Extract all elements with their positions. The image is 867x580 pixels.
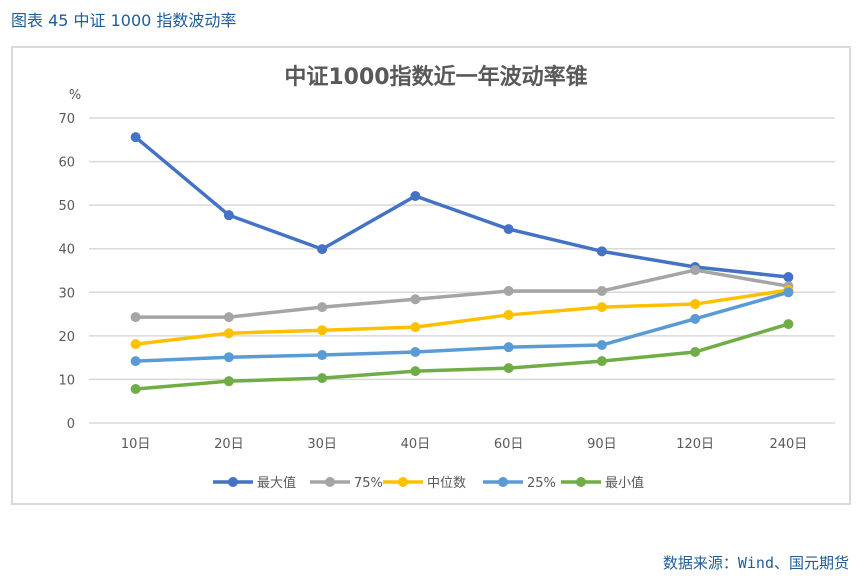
y-tick-label: 30 (58, 286, 75, 301)
data-point (596, 285, 607, 296)
data-point (503, 342, 514, 353)
series-中位数 (130, 285, 794, 350)
y-tick-label: 0 (67, 417, 75, 432)
data-point (317, 302, 328, 313)
series-line (135, 268, 789, 319)
data-point (317, 325, 328, 336)
y-tick-label: 10 (58, 373, 75, 388)
data-point (130, 132, 141, 143)
data-point (690, 265, 701, 276)
data-point (503, 363, 514, 374)
data-point (596, 340, 607, 351)
data-point (783, 272, 794, 283)
legend-marker (228, 477, 238, 487)
data-point (223, 376, 234, 387)
x-tick-label: 120日 (676, 437, 714, 452)
x-tick-label: 10日 (121, 437, 151, 452)
data-point (503, 309, 514, 320)
data-point (223, 312, 234, 323)
data-point (130, 356, 141, 367)
x-tick-label: 240日 (769, 437, 807, 452)
series-最小值 (130, 319, 794, 395)
data-point (130, 312, 141, 323)
legend-marker (398, 477, 408, 487)
data-point (690, 346, 701, 357)
data-point (223, 352, 234, 363)
data-point (130, 384, 141, 395)
figure-title: 图表 45 中证 1000 指数波动率 (11, 11, 237, 30)
legend-label: 75% (354, 476, 383, 491)
data-point (690, 299, 701, 310)
x-tick-label: 30日 (307, 437, 337, 452)
data-point (410, 366, 421, 377)
y-tick-label: 50 (58, 199, 75, 214)
series-25% (130, 287, 794, 367)
series-line (134, 135, 789, 279)
legend-marker (498, 477, 508, 487)
legend-item: 中位数 (383, 476, 466, 491)
y-tick-label: 60 (58, 156, 75, 171)
chart-container: 中证1000指数近一年波动率锥 % 0 10 20 30 40 50 60 70 10日 20日… (11, 46, 851, 505)
data-point (596, 356, 607, 367)
y-tick-label: 20 (58, 330, 75, 345)
data-point (130, 339, 141, 350)
x-tick-label: 40日 (401, 437, 431, 452)
data-point (410, 294, 421, 305)
series-最大值 (130, 132, 794, 283)
legend-label: 最小值 (605, 475, 644, 491)
y-tick-label: 40 (58, 243, 75, 258)
legend-label: 中位数 (427, 476, 466, 491)
x-tick-label: 90日 (587, 437, 617, 452)
data-point (503, 285, 514, 296)
y-tick-label: 70 (58, 112, 75, 127)
data-point (223, 328, 234, 339)
data-point (317, 350, 328, 361)
series-75% (130, 265, 794, 323)
legend-item: 最大值 (213, 475, 296, 491)
series-line (135, 322, 789, 391)
data-point (317, 244, 328, 255)
chart: 中证1000指数近一年波动率锥 % 0 10 20 30 40 50 60 70 10日 20日… (58, 64, 835, 491)
x-tick-label: 60日 (494, 437, 524, 452)
data-point (410, 190, 421, 201)
data-point (596, 246, 607, 257)
legend-item: 25% (483, 476, 556, 491)
legend-item: 最小值 (561, 475, 644, 491)
data-point (596, 302, 607, 313)
series-line (135, 290, 789, 363)
source-note: 数据来源：Wind、国元期货 (662, 554, 849, 572)
data-point (503, 224, 514, 235)
legend-label: 25% (527, 476, 556, 491)
data-point (317, 373, 328, 384)
data-point (783, 319, 794, 330)
legend-marker (576, 477, 586, 487)
data-point (410, 346, 421, 357)
data-point (690, 313, 701, 324)
data-point (223, 210, 234, 221)
data-point (783, 287, 794, 298)
legend-marker (325, 477, 335, 487)
x-tick-label: 20日 (214, 437, 244, 452)
series-line (135, 288, 789, 346)
data-point (410, 322, 421, 333)
legend-item: 75% (310, 476, 383, 491)
legend-label: 最大值 (257, 475, 296, 491)
chart-title: 中证1000指数近一年波动率锥 (284, 64, 587, 90)
y-axis-label: % (69, 88, 81, 103)
